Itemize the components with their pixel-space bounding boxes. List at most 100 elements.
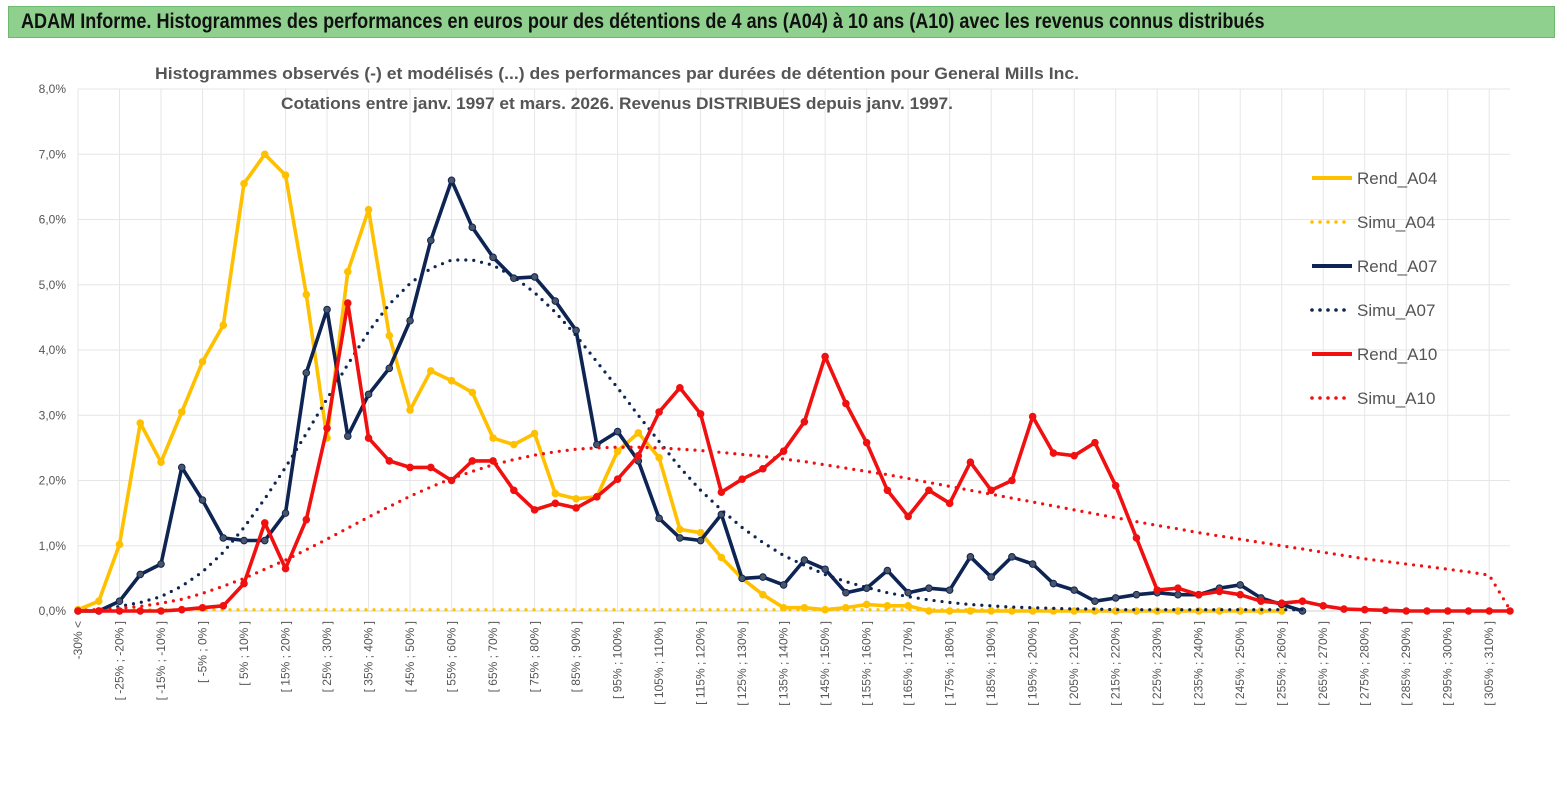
data-point <box>593 440 601 449</box>
data-point <box>219 321 228 330</box>
data-point <box>323 424 331 433</box>
x-tick-label: [ 215% ; 220% ] <box>1109 621 1123 706</box>
data-point <box>655 408 663 416</box>
data-point <box>157 607 165 615</box>
x-tick-label: [ 165% ; 170% ] <box>901 621 915 706</box>
data-point <box>655 453 663 462</box>
data-point <box>530 429 539 438</box>
data-point <box>1070 451 1078 460</box>
data-point <box>987 573 995 581</box>
x-tick-label: [ 185% ; 190% ] <box>984 621 998 706</box>
data-point <box>717 553 726 562</box>
x-tick-label: [ 225% ; 230% ] <box>1150 621 1164 706</box>
data-point <box>779 581 788 589</box>
data-point <box>510 440 518 449</box>
x-tick-label: [ 195% ; 200% ] <box>1026 621 1040 706</box>
data-point <box>1215 587 1224 596</box>
data-point <box>1464 607 1473 615</box>
series-rend-a07 <box>74 176 1307 615</box>
data-point <box>634 451 643 460</box>
data-point <box>862 600 871 609</box>
data-point <box>115 540 124 549</box>
data-point <box>1111 594 1120 602</box>
data-point <box>551 297 560 305</box>
x-tick-label: [ 115% ; 120% ] <box>694 621 708 705</box>
x-tick-label: [ 275% ; 280% ] <box>1358 621 1372 706</box>
data-point <box>240 579 248 588</box>
data-point <box>260 519 269 527</box>
data-point <box>364 390 373 399</box>
data-point <box>738 475 746 483</box>
data-point <box>177 408 186 416</box>
report-title: ADAM Informe. Histogrammes des performan… <box>21 10 1265 33</box>
data-point <box>1091 597 1099 606</box>
data-point <box>343 432 352 440</box>
data-point <box>343 267 352 276</box>
x-axis: -30% < [ -25% ; -20% ] [ -15% ; -10% ] [ -5… <box>71 610 1510 706</box>
data-point <box>489 253 497 262</box>
y-tick-label: 8,0% <box>39 82 67 96</box>
data-point <box>1340 605 1348 613</box>
data-point <box>883 601 892 610</box>
x-tick-label: [ 255% ; 260% ] <box>1275 621 1289 706</box>
data-point <box>1008 476 1016 485</box>
data-point <box>759 573 767 581</box>
y-tick-label: 7,0% <box>39 147 67 161</box>
data-point <box>302 515 311 524</box>
data-point <box>198 496 207 504</box>
data-point <box>551 499 560 508</box>
data-point <box>759 464 767 473</box>
x-tick-label: [ 25% ; 30% ] <box>320 621 334 692</box>
data-point <box>696 410 705 418</box>
data-point <box>364 205 373 214</box>
series-simu-a10 <box>76 445 1512 612</box>
data-point <box>1091 438 1099 447</box>
data-point <box>323 305 331 314</box>
x-tick-label: [ -5% ; 0% ] <box>196 621 210 683</box>
data-point <box>634 429 643 437</box>
data-point <box>157 560 165 568</box>
data-point <box>551 489 560 498</box>
data-point <box>1049 579 1058 588</box>
data-point <box>904 512 912 521</box>
data-point <box>676 525 684 534</box>
data-point <box>1423 607 1431 615</box>
x-tick-label: [ -25% ; -20% ] <box>113 621 127 700</box>
x-tick-label: [ 35% ; 40% ] <box>362 621 376 692</box>
x-tick-label: [ 295% ; 300% ] <box>1441 621 1455 706</box>
x-tick-label: [ 245% ; 250% ] <box>1233 621 1247 706</box>
data-point <box>406 316 414 325</box>
data-point <box>281 509 290 517</box>
histogram-chart: 0,0% 1,0% 2,0% 3,0% 4,0% 5,0% 6,0% 7,0% 8,0% -30… <box>39 64 1514 706</box>
data-point <box>1111 481 1120 490</box>
data-point <box>613 427 622 436</box>
x-tick-label: -30% < <box>71 621 85 659</box>
data-point <box>738 574 746 583</box>
data-point <box>779 447 788 455</box>
data-point <box>94 597 103 606</box>
data-point <box>1028 560 1037 568</box>
data-point <box>613 475 622 483</box>
data-point <box>1298 597 1307 606</box>
y-tick-label: 2,0% <box>39 474 67 488</box>
data-point <box>1277 607 1286 615</box>
data-point <box>572 494 580 503</box>
data-point <box>1236 581 1245 589</box>
data-point <box>1174 584 1182 592</box>
data-point <box>115 597 124 606</box>
series-line <box>78 301 1510 613</box>
data-point <box>510 486 518 495</box>
data-point <box>136 607 145 615</box>
chart-title-line2: Cotations entre janv. 1997 et mars. 2026… <box>281 94 953 113</box>
y-axis: 0,0% 1,0% 2,0% 3,0% 4,0% 5,0% 6,0% 7,0% 8,0% <box>39 82 67 618</box>
y-tick-label: 1,0% <box>39 539 67 553</box>
x-tick-label: [ 65% ; 70% ] <box>486 621 500 692</box>
series-rend-a10 <box>74 299 1514 615</box>
x-tick-label: [ 75% ; 80% ] <box>528 621 542 692</box>
x-tick-label: [ 135% ; 140% ] <box>777 621 791 706</box>
data-point <box>260 536 269 545</box>
data-point <box>1153 586 1161 594</box>
data-point <box>966 553 975 561</box>
data-point <box>759 590 767 599</box>
data-point <box>447 376 456 385</box>
